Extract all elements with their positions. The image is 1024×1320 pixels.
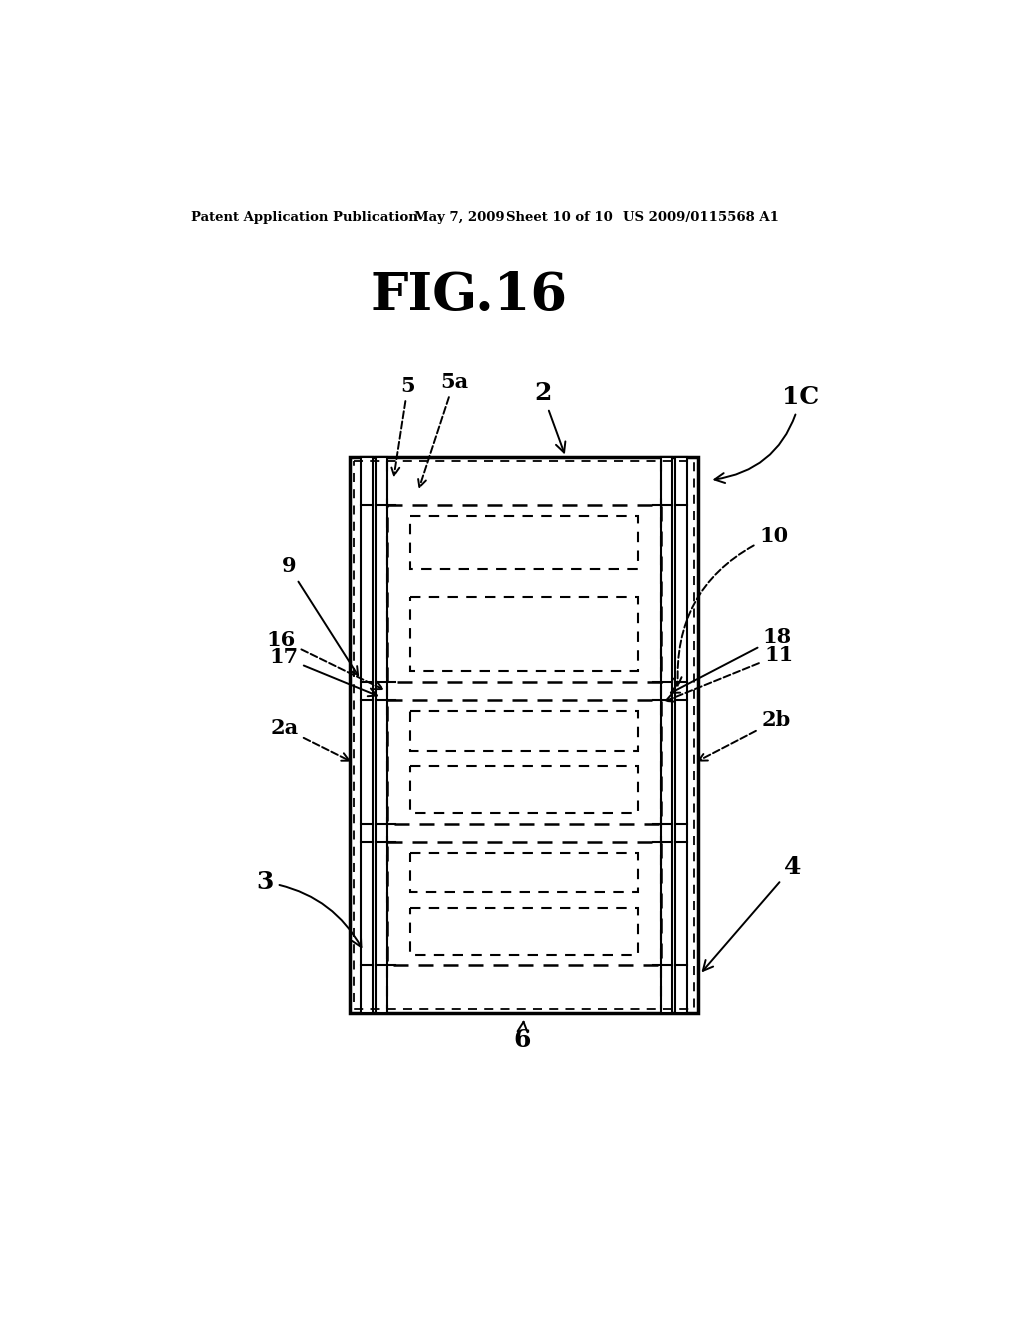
Bar bbox=[662, 457, 672, 1014]
Bar bbox=[376, 457, 387, 1014]
Text: 5a: 5a bbox=[418, 372, 468, 487]
Text: 4: 4 bbox=[702, 855, 802, 970]
Text: 5: 5 bbox=[391, 376, 415, 475]
Text: 9: 9 bbox=[282, 557, 358, 676]
Text: 18: 18 bbox=[671, 627, 792, 693]
Bar bbox=[675, 457, 687, 1014]
Text: Patent Application Publication: Patent Application Publication bbox=[190, 211, 418, 224]
Text: 2a: 2a bbox=[270, 718, 349, 760]
Text: 16: 16 bbox=[267, 630, 383, 689]
Text: 1C: 1C bbox=[715, 385, 819, 483]
Text: 2: 2 bbox=[534, 381, 565, 453]
Text: Sheet 10 of 10: Sheet 10 of 10 bbox=[506, 211, 612, 224]
Bar bbox=[410, 853, 638, 892]
Bar bbox=[354, 461, 694, 1010]
Bar bbox=[387, 506, 662, 682]
Text: 11: 11 bbox=[666, 645, 794, 702]
Text: 17: 17 bbox=[269, 647, 377, 696]
Text: May 7, 2009: May 7, 2009 bbox=[414, 211, 505, 224]
Text: 10: 10 bbox=[673, 525, 788, 685]
Bar bbox=[410, 766, 638, 813]
Text: 2b: 2b bbox=[698, 710, 791, 760]
Bar bbox=[360, 457, 373, 1014]
Text: FIG.16: FIG.16 bbox=[371, 271, 568, 321]
Text: US 2009/0115568 A1: US 2009/0115568 A1 bbox=[624, 211, 779, 224]
Bar bbox=[410, 597, 638, 671]
Bar bbox=[410, 908, 638, 954]
Bar bbox=[387, 842, 662, 965]
Bar bbox=[410, 711, 638, 751]
Bar bbox=[410, 516, 638, 569]
Text: 6: 6 bbox=[513, 1022, 530, 1052]
Bar bbox=[350, 457, 698, 1014]
Bar bbox=[387, 701, 662, 824]
Text: 3: 3 bbox=[257, 870, 361, 948]
